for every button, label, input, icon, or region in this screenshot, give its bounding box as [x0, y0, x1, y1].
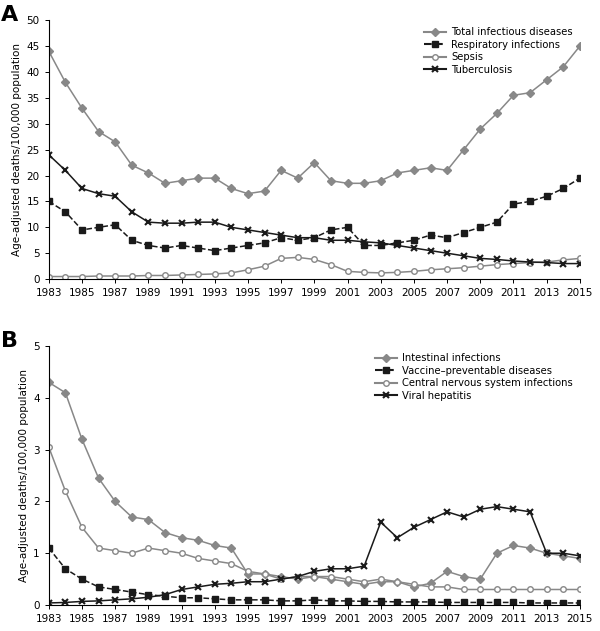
Text: B: B	[1, 331, 18, 351]
Text: A: A	[1, 4, 18, 25]
Legend: Intestinal infections, Vaccine–preventable diseases, Central nervous system infe: Intestinal infections, Vaccine–preventab…	[373, 351, 575, 403]
Y-axis label: Age-adjusted deaths/100,000 population: Age-adjusted deaths/100,000 population	[19, 369, 29, 582]
Y-axis label: Age-adjusted deaths/100,000 population: Age-adjusted deaths/100,000 population	[13, 43, 22, 256]
Legend: Total infectious diseases, Respiratory infections, Sepsis, Tuberculosis: Total infectious diseases, Respiratory i…	[422, 25, 575, 77]
